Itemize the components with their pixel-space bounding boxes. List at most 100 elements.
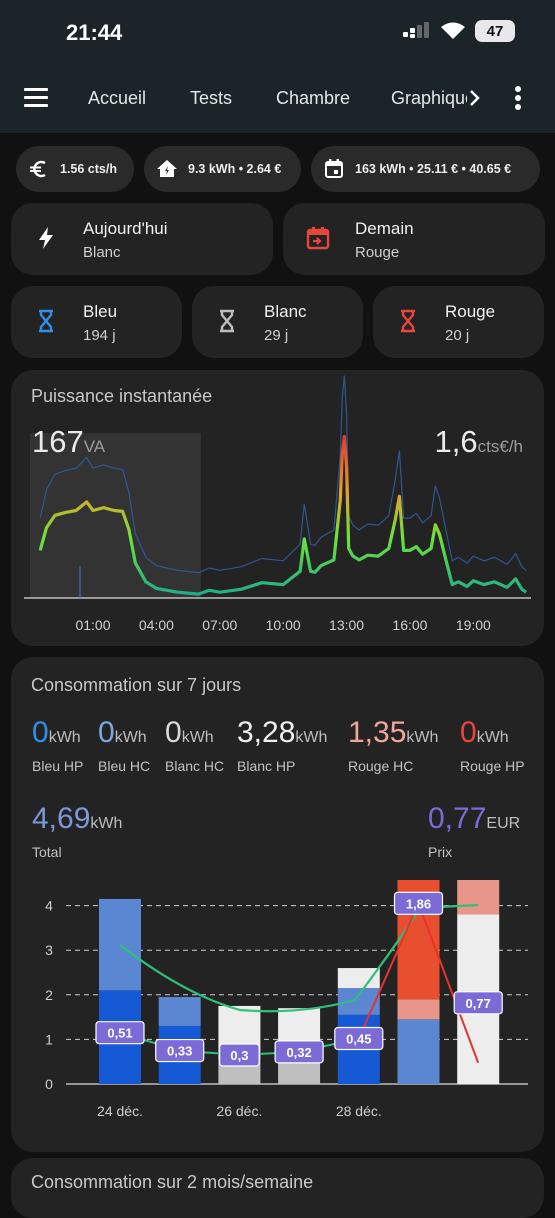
stat-label: Prix: [428, 844, 453, 860]
blanc-days-tile[interactable]: Blanc 29 j: [192, 286, 363, 358]
stat-label: Bleu HP: [32, 758, 84, 774]
hourglass-icon: [220, 309, 234, 333]
tab-accueil[interactable]: Accueil: [88, 88, 147, 108]
stat-label: Rouge HC: [348, 758, 414, 774]
lightning-icon: [39, 227, 53, 249]
status-time: 21:44: [66, 20, 123, 45]
stat-value: 3,28kWh: [237, 716, 328, 749]
price-chip[interactable]: 1.56 cts/h: [16, 146, 134, 192]
x-tick-label: 26 déc.: [216, 1103, 262, 1119]
price-label: 0,51: [107, 1026, 132, 1041]
x-tick-label: 24 déc.: [97, 1103, 143, 1119]
stat-value: 0,77EUR: [428, 802, 521, 835]
status-bar: 21:44 47: [0, 0, 555, 66]
signal-icon: [403, 22, 429, 38]
status-icons: 47: [403, 20, 515, 42]
x-tick-label: 01:00: [75, 617, 110, 633]
stat-value: 0kWh: [32, 716, 81, 749]
price-label-box: [155, 1038, 205, 1063]
stat-value: 1,35kWh: [348, 716, 439, 749]
x-tick-label: 13:00: [329, 617, 364, 633]
x-tick-label: 28 déc.: [336, 1103, 382, 1119]
x-tick-label: 16:00: [392, 617, 427, 633]
price-label-box: [95, 1021, 145, 1045]
house-energy-chip[interactable]: 9.3 kWh • 2.64 €: [144, 146, 301, 192]
today-value: Blanc: [83, 244, 121, 261]
price-label-box: [334, 1026, 384, 1051]
price-label-box: [393, 891, 444, 915]
tab-chambre[interactable]: Chambre: [276, 88, 351, 108]
bleu-days-tile[interactable]: Bleu 194 j: [11, 286, 182, 358]
calendar-chip-label: 163 kWh • 25.11 € • 40.65 €: [355, 162, 512, 176]
bar-segment: [337, 968, 380, 989]
x-tick-label: 04:00: [139, 617, 174, 633]
hourglass-icon: [39, 309, 53, 333]
rouge-days-tile[interactable]: Rouge 20 j: [373, 286, 544, 358]
power-series-line: [38, 434, 528, 596]
price-label-box: [219, 1043, 260, 1067]
top-app-bar: Accueil Tests Chambre Graphiques: [0, 66, 555, 134]
battery-icon: 47: [475, 20, 515, 42]
tomorrow-title: Demain: [355, 219, 414, 238]
stat-blanc-hc: 0kWh Blanc HC: [165, 716, 224, 774]
stat-label: Blanc HP: [237, 758, 296, 774]
hourglass-icon: [401, 309, 415, 333]
bar-segment: [397, 1019, 440, 1084]
bar-segment: [337, 988, 380, 1015]
tomorrow-value: Rouge: [355, 244, 400, 261]
tab-tests[interactable]: Tests: [190, 88, 233, 108]
price-label: 0,32: [286, 1045, 311, 1060]
price-label: 0,77: [466, 996, 491, 1011]
y-tick-label: 4: [45, 898, 53, 914]
price-label-box: [274, 1040, 324, 1064]
power-value: 167VA: [32, 424, 106, 459]
stat-bleu-hc: 0kWh Bleu HC: [98, 716, 150, 774]
stat-rouge-hp: 0kWh Rouge HP: [460, 716, 525, 774]
price-label: 0,33: [167, 1044, 192, 1059]
y-tick-label: 3: [45, 942, 53, 958]
y-tick-label: 1: [45, 1031, 53, 1047]
stat-blanc-hp: 3,28kWh Blanc HP: [237, 716, 327, 774]
stat-price: 0,77EUR Prix: [428, 802, 520, 860]
price-chip-label: 1.56 cts/h: [60, 162, 117, 176]
trend-curve: [119, 903, 479, 1013]
stat-label: Total: [32, 844, 62, 860]
power-unit: VA: [83, 437, 106, 456]
calendar-arrow-icon: [306, 227, 330, 250]
hamburger-menu-icon[interactable]: [24, 88, 48, 108]
consumption-card-title: Consommation sur 7 jours: [31, 675, 242, 695]
price-label: 0,3: [230, 1048, 248, 1063]
stat-label: Blanc HC: [165, 758, 225, 774]
price-unit: cts€/h: [477, 437, 523, 456]
house-chip-label: 9.3 kWh • 2.64 €: [188, 162, 282, 176]
chevron-right-icon[interactable]: [466, 86, 484, 110]
y-tick-label: 0: [45, 1076, 53, 1092]
tomorrow-tile[interactable]: Demain Rouge: [283, 203, 545, 275]
wifi-icon: [441, 22, 465, 39]
stat-bleu-hp: 0kWh Bleu HP: [32, 716, 83, 774]
x-tick-label: 19:00: [456, 617, 491, 633]
stat-value: 0kWh: [460, 716, 509, 749]
bar-segment: [397, 999, 440, 1020]
bar-segment: [457, 880, 500, 915]
more-vertical-icon[interactable]: [514, 86, 522, 110]
tab-graphiques[interactable]: Graphiques: [391, 88, 467, 108]
consumption-chart: 01234524 déc.26 déc.28 déc.0,510,330,30,…: [45, 880, 528, 1119]
bleu-title: Bleu: [83, 302, 118, 321]
bleu-value: 194 j: [83, 327, 116, 344]
calendar-energy-chip[interactable]: 163 kWh • 25.11 € • 40.65 €: [311, 146, 540, 192]
y-tick-label: 2: [45, 987, 53, 1003]
rouge-value: 20 j: [445, 327, 470, 344]
today-title: Aujourd'hui: [83, 219, 168, 238]
power-chart: 01:00 04:00 07:00 10:00 13:00 16:00 19:00: [24, 375, 531, 633]
x-tick-label: 07:00: [202, 617, 237, 633]
blanc-value: 29 j: [264, 327, 289, 344]
stat-label: Bleu HC: [98, 758, 151, 774]
consumption-2-months-card[interactable]: Consommation sur 2 mois/semaine: [11, 1158, 544, 1218]
today-tile[interactable]: Aujourd'hui Blanc: [11, 203, 273, 275]
stat-label: Rouge HP: [460, 758, 525, 774]
blanc-title: Blanc: [264, 302, 307, 321]
euro-icon: [28, 158, 50, 180]
stat-total: 4,69kWh Total: [32, 802, 122, 860]
bar-segment: [99, 898, 141, 991]
